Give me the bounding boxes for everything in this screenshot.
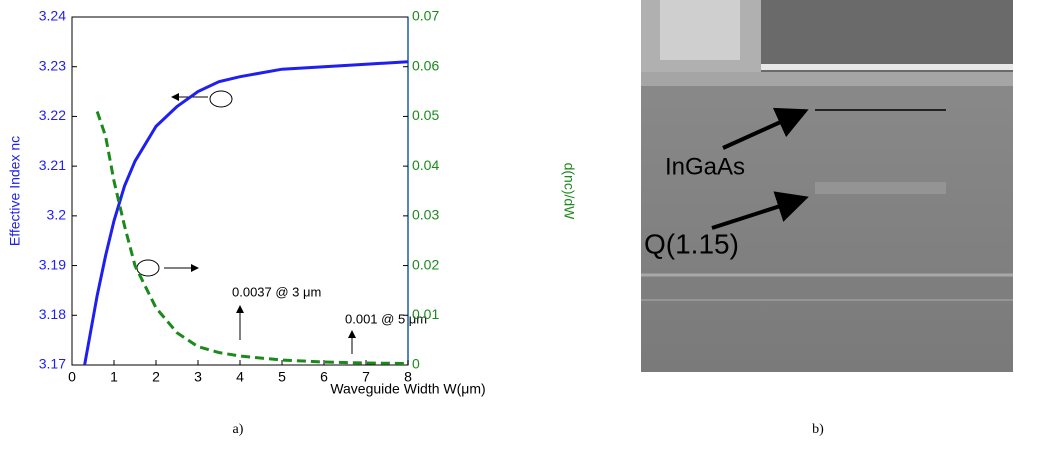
y2-tick-label: 0.01 — [412, 306, 439, 322]
y2-tick-label: 0.04 — [412, 157, 439, 173]
y-tick-label: 3.2 — [47, 207, 67, 223]
x-tick-label: 4 — [236, 369, 244, 385]
micrograph-label: InGaAs — [665, 153, 745, 180]
micrograph: InGaAs Q(1.15) — [641, 0, 1013, 372]
y2-tick-label: 0 — [412, 356, 420, 372]
x-tick-label: 3 — [194, 369, 202, 385]
x-tick-label: 8 — [404, 369, 412, 385]
panel-label: a) — [233, 422, 244, 437]
y-tick-label: 3.18 — [39, 306, 66, 322]
x-tick-label: 5 — [278, 369, 286, 385]
x-tick-label: 7 — [362, 369, 370, 385]
y-tick-label: 3.24 — [39, 8, 66, 24]
y-tick-label: 3.17 — [39, 356, 66, 372]
figure: InGaAs Q(1.15) a) b) Waveguide Width W(μ… — [0, 0, 1049, 446]
annotation-arrows — [137, 91, 352, 354]
micrograph-label: Q(1.15) — [644, 228, 739, 259]
y-tick-label: 3.19 — [39, 256, 66, 272]
y2-tick-label: 0.02 — [412, 256, 439, 272]
y-tick-label: 3.21 — [39, 157, 66, 173]
y2-axis-label: d(nc)/dW — [561, 163, 577, 221]
y-tick-label: 3.23 — [39, 57, 66, 73]
annotation: 0.0037 @ 3 μm — [232, 284, 321, 299]
panel-label: b) — [812, 422, 824, 437]
x-tick-label: 1 — [110, 369, 118, 385]
y2-tick-label: 0.07 — [412, 8, 439, 24]
x-tick-label: 0 — [68, 369, 76, 385]
y-tick-label: 3.22 — [39, 107, 66, 123]
x-tick-label: 2 — [152, 369, 160, 385]
y2-tick-label: 0.05 — [412, 107, 439, 123]
page: InGaAs Q(1.15) a) b) Waveguide Width W(μ… — [0, 0, 1049, 451]
y2-tick-label: 0.06 — [412, 57, 439, 73]
y2-tick-label: 0.03 — [412, 207, 439, 223]
y-axis-label: Effective Index nc — [7, 136, 23, 246]
x-tick-label: 6 — [320, 369, 328, 385]
